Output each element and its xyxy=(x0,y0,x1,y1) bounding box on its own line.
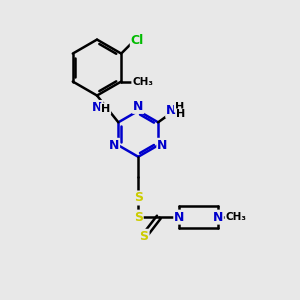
Text: N: N xyxy=(157,139,168,152)
Text: H: H xyxy=(176,110,186,119)
Text: N: N xyxy=(174,211,184,224)
Text: H: H xyxy=(175,102,184,112)
Text: Cl: Cl xyxy=(131,34,144,47)
Text: N: N xyxy=(109,139,119,152)
Text: S: S xyxy=(140,230,148,243)
Text: H: H xyxy=(101,104,110,114)
Text: CH₃: CH₃ xyxy=(132,76,153,86)
Text: CH₃: CH₃ xyxy=(226,212,247,222)
Text: N: N xyxy=(212,211,223,224)
Text: N: N xyxy=(133,100,143,113)
Text: S: S xyxy=(134,191,143,205)
Text: N: N xyxy=(166,104,176,117)
Text: N: N xyxy=(92,101,103,114)
Text: S: S xyxy=(134,211,143,224)
